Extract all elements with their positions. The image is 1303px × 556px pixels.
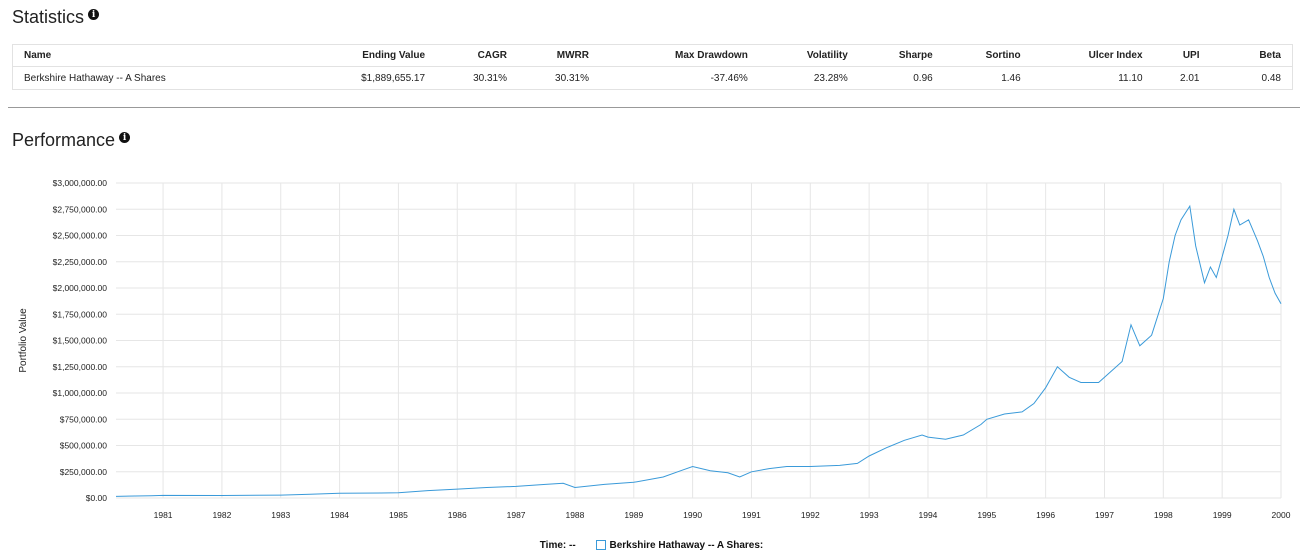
column-header[interactable]: Volatility	[758, 44, 859, 67]
x-tick-label: 1995	[977, 510, 996, 520]
legend-time-value: --	[569, 540, 576, 551]
column-header[interactable]: Sharpe	[858, 44, 944, 67]
x-tick-label: 1998	[1154, 510, 1173, 520]
column-header[interactable]: Beta	[1210, 44, 1293, 67]
statistics-table: Name Ending Value CAGR MWRR Max Drawdown…	[12, 44, 1293, 90]
legend-series-label: Berkshire Hathaway -- A Shares:	[609, 540, 764, 551]
y-tick-label: $250,000.00	[60, 467, 108, 477]
x-tick-label: 1986	[448, 510, 467, 520]
chart-grid	[116, 182, 1282, 499]
table-cell: 2.01	[1180, 72, 1200, 84]
y-tick-label: $2,500,000.00	[53, 231, 108, 241]
x-tick-label: 1993	[860, 510, 879, 520]
chart-legend: Time: -- Berkshire Hathaway -- A Shares:	[0, 540, 1303, 551]
y-axis-ticks: $0.00 $250,000.00 $500,000.00 $750,000.00 $1…	[53, 178, 108, 503]
performance-title: Performance	[12, 130, 116, 150]
legend-time-label: Time:	[539, 540, 567, 551]
x-tick-label: 1994	[919, 510, 938, 520]
table-cell: Berkshire Hathaway -- A Shares	[24, 72, 166, 84]
y-tick-label: $750,000.00	[60, 414, 108, 424]
x-tick-label: 1990	[683, 510, 702, 520]
x-tick-label: 1984	[330, 510, 349, 520]
statistics-heading: Statistics i	[12, 7, 100, 28]
performance-heading: Performance i	[12, 130, 131, 151]
y-tick-label: $2,750,000.00	[53, 204, 108, 214]
info-icon[interactable]: i	[88, 9, 100, 20]
x-tick-label: 1983	[271, 510, 290, 520]
x-axis-ticks: 1981 1982 1983 1984 1985 1986 1987 1988 1989 1990…	[154, 510, 1291, 520]
y-tick-label: $1,000,000.00	[53, 388, 108, 398]
section-divider	[8, 107, 1300, 108]
y-tick-label: $2,250,000.00	[53, 257, 108, 267]
y-tick-label: $0.00	[86, 493, 108, 503]
x-tick-label: 1988	[565, 510, 584, 520]
table-cell: 0.96	[913, 72, 933, 84]
statistics-title: Statistics	[12, 7, 85, 27]
column-header[interactable]: MWRR	[518, 44, 600, 67]
x-tick-label: 1992	[801, 510, 820, 520]
table-cell: 30.31%	[555, 72, 589, 84]
legend-swatch[interactable]	[596, 540, 607, 550]
x-tick-label: 1997	[1095, 510, 1114, 520]
table-row: Berkshire Hathaway -- A Shares $1,889,65…	[13, 67, 1293, 90]
column-header[interactable]: UPI	[1153, 44, 1211, 67]
y-tick-label: $500,000.00	[60, 441, 108, 451]
x-tick-label: 1982	[212, 510, 231, 520]
y-tick-label: $1,500,000.00	[53, 336, 108, 346]
column-header[interactable]: Sortino	[943, 44, 1032, 67]
table-cell: 1.46	[1001, 72, 1021, 84]
table-header-row: Name Ending Value CAGR MWRR Max Drawdown…	[12, 44, 1293, 67]
x-tick-label: 1989	[624, 510, 643, 520]
table-cell: 11.10	[1118, 72, 1143, 84]
x-tick-label: 1981	[154, 510, 173, 520]
y-tick-label: $1,250,000.00	[53, 362, 108, 372]
x-tick-label: 1991	[742, 510, 761, 520]
y-tick-label: $2,000,000.00	[53, 283, 108, 293]
column-header[interactable]: Max Drawdown	[599, 44, 759, 67]
table-cell: 30.31%	[473, 72, 508, 84]
x-tick-label: 2000	[1272, 510, 1291, 520]
column-header[interactable]: CAGR	[436, 44, 519, 67]
y-tick-label: $3,000,000.00	[53, 178, 108, 188]
y-axis-label: Portfolio Value	[18, 308, 29, 373]
column-header[interactable]: Ulcer Index	[1031, 44, 1154, 67]
column-header[interactable]: Ending Value	[342, 44, 437, 67]
x-tick-label: 1999	[1213, 510, 1232, 520]
performance-chart[interactable]: $0.00 $250,000.00 $500,000.00 $750,000.00 $1…	[0, 160, 1303, 535]
column-header[interactable]: Name	[12, 44, 343, 67]
table-cell: -37.46%	[710, 72, 748, 84]
table-cell: 23.28%	[813, 72, 848, 84]
series-line[interactable]	[115, 204, 1282, 497]
x-tick-label: 1987	[507, 510, 526, 520]
x-tick-label: 1985	[389, 510, 408, 520]
table-cell: 0.48	[1261, 72, 1281, 84]
x-tick-label: 1996	[1036, 510, 1055, 520]
info-icon[interactable]: i	[119, 132, 131, 143]
y-tick-label: $1,750,000.00	[53, 309, 108, 319]
table-cell: $1,889,655.17	[361, 72, 426, 84]
